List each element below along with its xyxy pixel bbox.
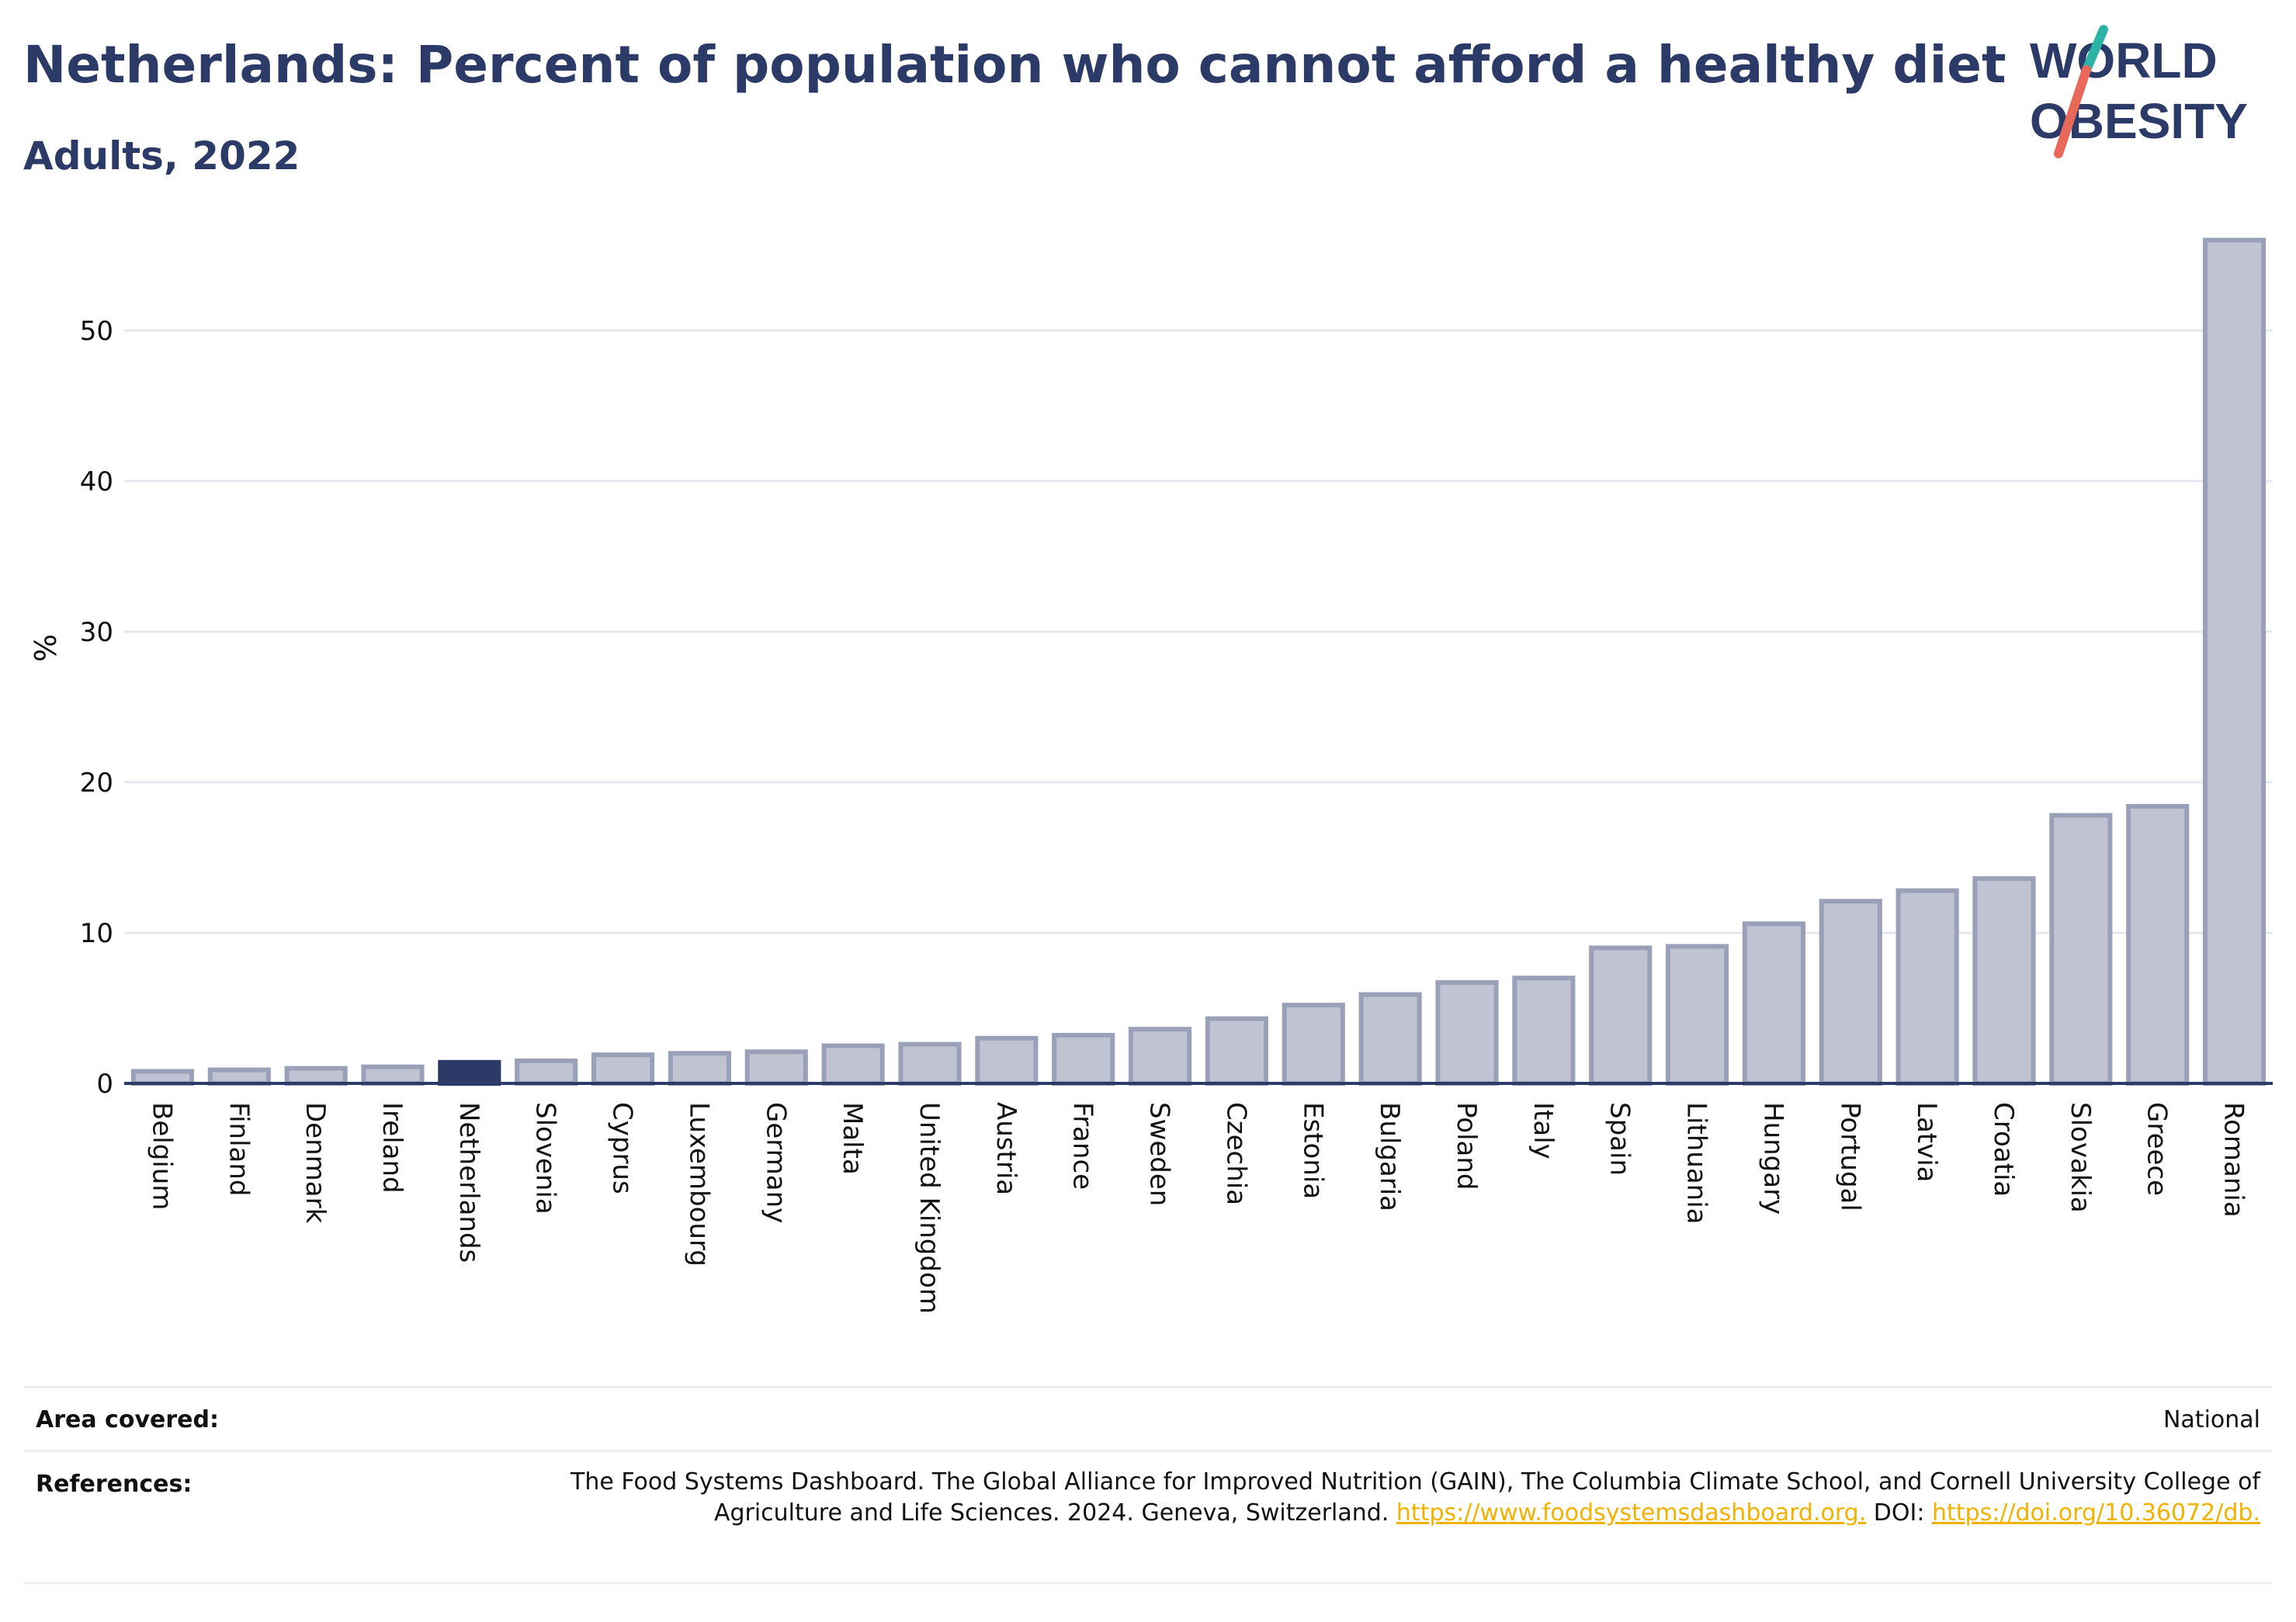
y-tick-label: 20 [80,768,113,799]
y-tick-label: 30 [80,617,113,648]
y-tick-label: 50 [80,316,113,347]
references-link-dashboard[interactable]: https://www.foodsystemsdashboard.org. [1396,1499,1867,1527]
bars [130,237,2267,1087]
x-tick-label: Denmark [300,1102,331,1224]
bar-slovenia [515,1058,578,1087]
references-doi-label: DOI: [1873,1499,1925,1527]
bar-austria [975,1035,1039,1086]
footer-divider-middle [23,1450,2273,1452]
area-covered-label: Area covered: [36,1406,219,1433]
x-tick-label: Spain [1604,1102,1635,1176]
bar-croatia [1972,876,2036,1087]
references-label: References: [36,1471,192,1498]
x-tick-label: Sweden [1144,1102,1175,1206]
x-tick-label: Czechia [1220,1102,1251,1205]
x-tick-label: Latvia [1911,1102,1942,1183]
x-tick-label: Portugal [1834,1102,1865,1211]
bar-romania [2203,237,2267,1086]
bar-slovakia [2049,813,2113,1086]
bar-czechia [1205,1016,1268,1087]
footer-divider-top [23,1386,2273,1388]
logo-slash-bottom [2054,65,2091,158]
x-tick-label: Croatia [1988,1102,2019,1197]
x-tick-label: Luxembourg [683,1102,714,1267]
bar-denmark [284,1066,348,1086]
chart-subtitle: Adults, 2022 [23,133,300,178]
bar-ireland [361,1064,425,1086]
x-tick-label: Bulgaria [1374,1102,1405,1211]
world-obesity-logo[interactable]: WORLD OBESITY [2018,23,2274,163]
bar-netherlands [438,1059,501,1086]
x-axis-ticks: Belgium Finland Denmark Ireland Netherlands S… [146,1102,2249,1314]
bar-france [1052,1032,1115,1087]
bar-cyprus [591,1052,655,1086]
y-tick-label: 10 [80,918,113,949]
x-tick-label: France [1067,1102,1098,1190]
bar-finland [207,1067,271,1087]
bar-germany [744,1049,808,1087]
x-tick-label: Austria [990,1102,1021,1195]
bar-portugal [1819,899,1882,1086]
x-tick-label: Poland [1451,1102,1482,1191]
x-tick-label: Hungary [1757,1102,1788,1215]
x-tick-label: Romania [2218,1102,2249,1218]
x-tick-label: Slovakia [2065,1102,2096,1213]
bar-luxembourg [668,1051,731,1087]
bar-greece [2126,803,2190,1087]
bar-lithuania [1666,944,1729,1087]
x-tick-label: Greece [2142,1102,2173,1196]
x-tick-label: United Kingdom [914,1102,945,1314]
bar-hungary [1742,921,1805,1087]
x-tick-label: Slovenia [530,1102,561,1215]
x-tick-label: Lithuania [1681,1102,1712,1224]
bar-italy [1512,976,1576,1086]
bar-bulgaria [1358,992,1422,1086]
y-tick-label: 40 [80,466,113,497]
bar-belgium [130,1069,194,1086]
bar-malta [821,1043,885,1086]
references-text: The Food Systems Dashboard. The Global A… [571,1468,2260,1527]
x-tick-label: Ireland [376,1102,408,1194]
x-tick-label: Netherlands [453,1102,484,1263]
footer-divider-bottom [23,1582,2273,1584]
bar-latvia [1895,888,1959,1086]
area-covered-value: National [2162,1406,2260,1433]
y-tick-label: 0 [96,1069,113,1100]
x-tick-label: Germany [760,1102,791,1223]
x-tick-label: Malta [837,1102,868,1175]
references-link-doi[interactable]: https://doi.org/10.36072/db. [1932,1499,2260,1527]
x-tick-label: Belgium [146,1102,177,1210]
bar-spain [1589,945,1653,1086]
references-text-block: The Food Systems Dashboard. The Global A… [514,1467,2260,1529]
y-axis-label: % [29,634,63,662]
logo-slash-top [2082,25,2108,75]
bar-chart: 0 10 20 30 40 50 Belgium Finland Denmark Ireland… [29,237,2273,1314]
chart-title: Netherlands: Percent of population who c… [23,35,2006,95]
bar-sweden [1129,1027,1192,1086]
x-tick-label: Finland [223,1102,254,1197]
x-tick-label: Estonia [1297,1102,1328,1199]
y-axis-ticks: 0 10 20 30 40 50 [80,316,113,1100]
bar-poland [1435,979,1499,1087]
bar-united-kingdom [898,1041,962,1087]
bar-estonia [1282,1003,1345,1087]
x-tick-label: Italy [1528,1102,1559,1159]
x-tick-label: Cyprus [607,1102,638,1194]
logo-text-world: WORLD [2030,33,2218,88]
gridlines [124,329,2273,934]
